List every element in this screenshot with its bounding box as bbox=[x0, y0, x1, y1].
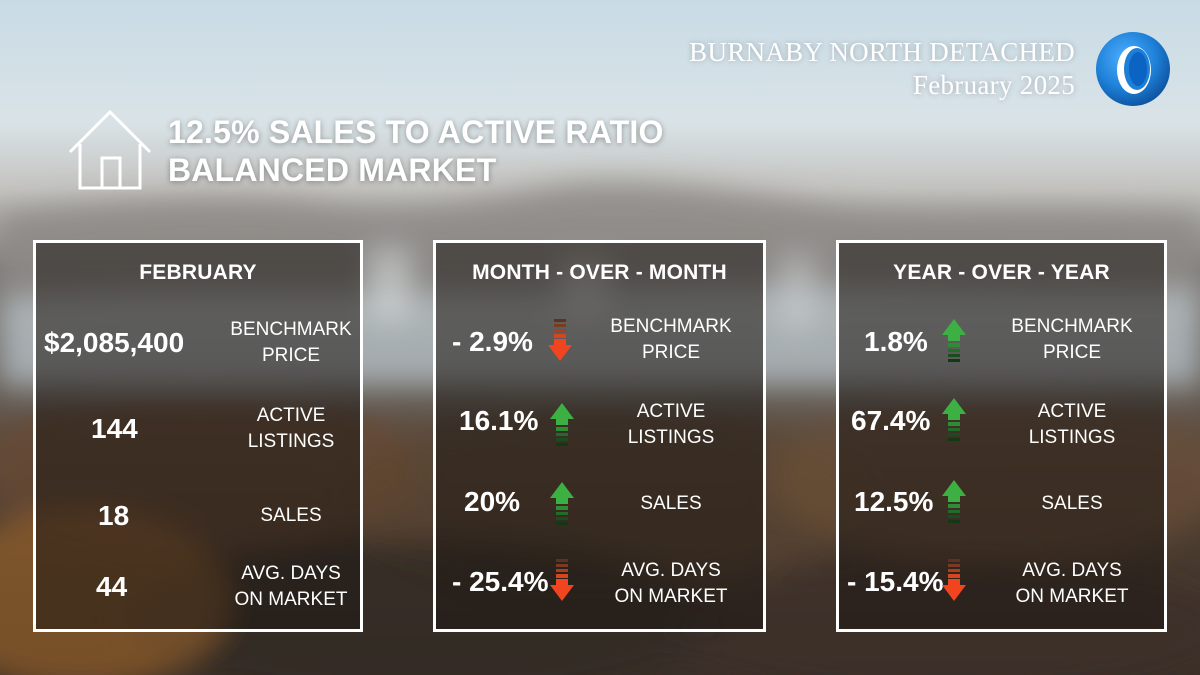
mom-sales-value: 20% bbox=[464, 486, 521, 517]
yoy-days-label: AVG. DAYS ON MARKET bbox=[1007, 558, 1137, 610]
mom-benchmark-label: BENCHMARK PRICE bbox=[606, 314, 736, 366]
label-line: PRICE bbox=[1042, 342, 1102, 363]
avg-days-value: 44 bbox=[96, 571, 128, 602]
arrow-up-icon bbox=[942, 480, 966, 523]
ring-logo-icon bbox=[1096, 32, 1170, 106]
yoy-sales-label: SALES bbox=[1007, 491, 1137, 517]
label-line: ON MARKET bbox=[1015, 586, 1129, 607]
report-date: February 2025 bbox=[912, 70, 1075, 100]
report-title: BURNABY NORTH DETACHED bbox=[689, 37, 1075, 67]
active-listings-label: ACTIVE LISTINGS bbox=[226, 403, 356, 455]
panel-heading: FEBRUARY bbox=[139, 261, 257, 284]
arrow-up-icon bbox=[942, 398, 966, 441]
label-line: AVG. DAYS bbox=[621, 560, 721, 581]
label-line: LISTINGS bbox=[247, 431, 335, 452]
arrow-down-icon bbox=[550, 559, 574, 601]
label-line: BENCHMARK bbox=[230, 319, 352, 340]
label-line: ON MARKET bbox=[614, 586, 728, 607]
market-status: BALANCED MARKET bbox=[168, 152, 497, 188]
label-line: AVG. DAYS bbox=[1022, 560, 1122, 581]
label-line: PRICE bbox=[641, 342, 701, 363]
label-line: ACTIVE bbox=[636, 401, 706, 422]
label-line: AVG. DAYS bbox=[241, 563, 341, 584]
arrow-up-icon bbox=[550, 403, 574, 446]
arrow-up-icon bbox=[550, 482, 574, 525]
yoy-active-label: ACTIVE LISTINGS bbox=[1007, 399, 1137, 451]
mom-days-value: - 25.4% bbox=[452, 566, 549, 597]
benchmark-price-label: BENCHMARK PRICE bbox=[226, 317, 356, 369]
yoy-benchmark-label: BENCHMARK PRICE bbox=[1007, 314, 1137, 366]
arrow-down-icon bbox=[548, 319, 572, 361]
mom-sales-label: SALES bbox=[606, 491, 736, 517]
panel-february: FEBRUARY $2,085,400 BENCHMARK PRICE 144 … bbox=[33, 240, 363, 632]
label-line: SALES bbox=[260, 505, 322, 526]
panel-heading: YEAR - OVER - YEAR bbox=[893, 261, 1110, 284]
yoy-benchmark-value: 1.8% bbox=[864, 326, 928, 357]
label-line: ACTIVE bbox=[1037, 401, 1107, 422]
label-line: SALES bbox=[1041, 493, 1103, 514]
yoy-sales-value: 12.5% bbox=[854, 486, 934, 517]
sales-to-active-ratio: 12.5% SALES TO ACTIVE RATIO bbox=[168, 114, 664, 150]
label-line: PRICE bbox=[261, 345, 321, 366]
sales-label: SALES bbox=[226, 503, 356, 529]
panel-year-over-year: YEAR - OVER - YEAR 1.8% BENCHMARK PRICE … bbox=[836, 240, 1167, 632]
panel-month-over-month: MONTH - OVER - MONTH - 2.9% BENCHMARK PR… bbox=[433, 240, 766, 632]
market-summary: 12.5% SALES TO ACTIVE RATIO BALANCED MAR… bbox=[168, 113, 664, 189]
active-listings-value: 144 bbox=[91, 413, 138, 444]
mom-active-label: ACTIVE LISTINGS bbox=[606, 399, 736, 451]
label-line: ACTIVE bbox=[256, 405, 326, 426]
avg-days-label: AVG. DAYS ON MARKET bbox=[226, 561, 356, 613]
label-line: SALES bbox=[640, 493, 702, 514]
yoy-active-value: 67.4% bbox=[851, 405, 931, 436]
mom-days-label: AVG. DAYS ON MARKET bbox=[606, 558, 736, 610]
house-icon bbox=[68, 109, 152, 190]
sales-value: 18 bbox=[98, 500, 130, 531]
mom-active-value: 16.1% bbox=[459, 405, 539, 436]
arrow-down-icon bbox=[942, 559, 966, 601]
label-line: ON MARKET bbox=[234, 589, 348, 610]
label-line: BENCHMARK bbox=[1011, 316, 1133, 337]
benchmark-price-value: $2,085,400 bbox=[44, 327, 185, 358]
panel-heading: MONTH - OVER - MONTH bbox=[472, 261, 727, 284]
arrow-up-icon bbox=[942, 319, 966, 362]
label-line: LISTINGS bbox=[1028, 427, 1116, 448]
header-title-block: BURNABY NORTH DETACHED February 2025 bbox=[689, 36, 1075, 102]
mom-benchmark-value: - 2.9% bbox=[452, 326, 533, 357]
label-line: LISTINGS bbox=[627, 427, 715, 448]
yoy-days-value: - 15.4% bbox=[847, 566, 944, 597]
label-line: BENCHMARK bbox=[610, 316, 732, 337]
